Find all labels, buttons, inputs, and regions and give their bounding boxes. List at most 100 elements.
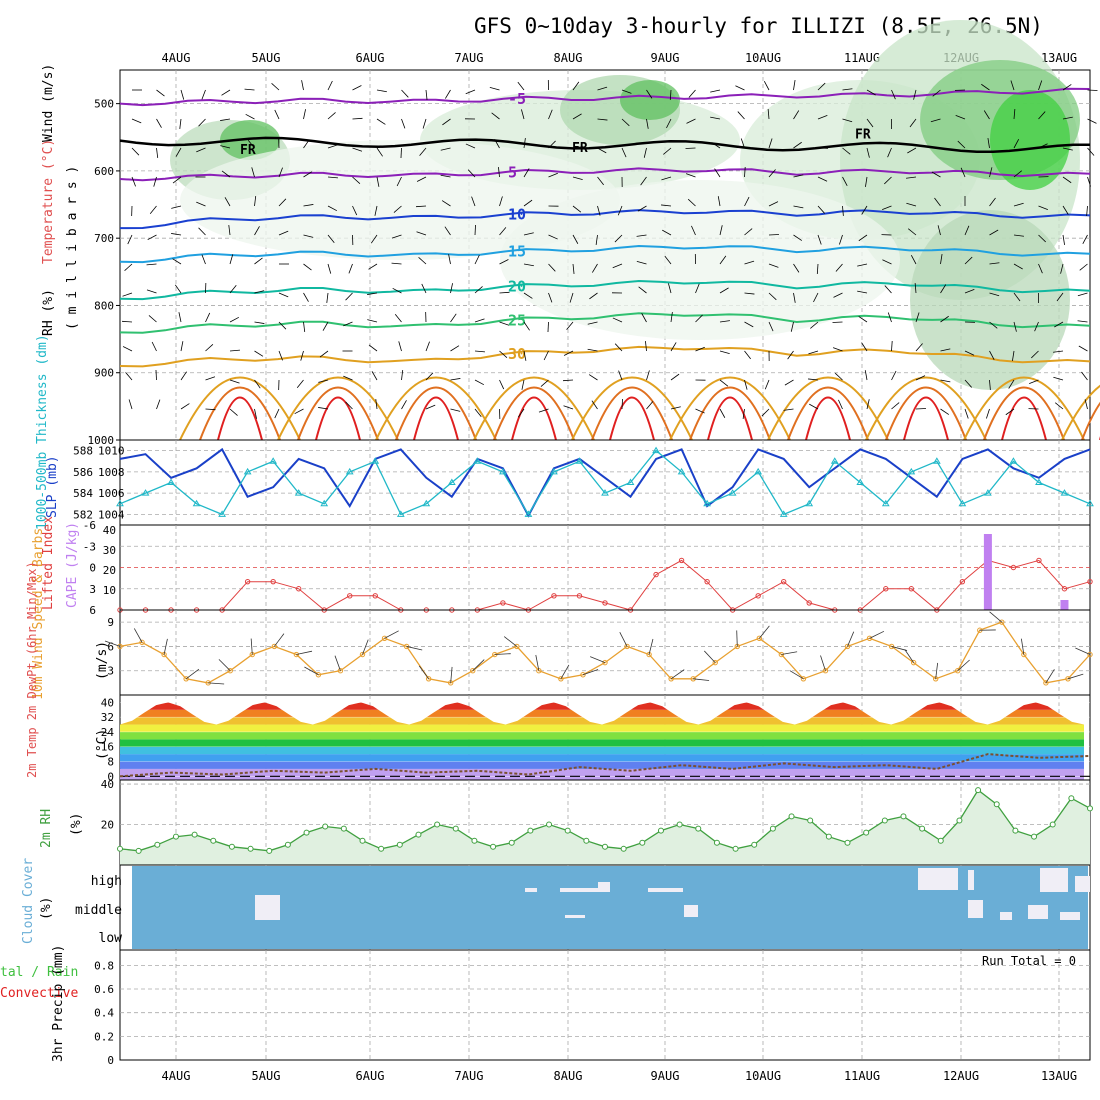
- x-label-top: 8AUG: [554, 51, 583, 65]
- wind-barb: [1067, 673, 1084, 680]
- wind-barb: [548, 292, 553, 303]
- wind-barb: [208, 682, 225, 685]
- cloud-patch: [565, 915, 585, 918]
- wind-barb: [442, 118, 451, 126]
- wind-barb: [547, 321, 549, 333]
- y-tick-temp: 24: [101, 726, 115, 739]
- label-precip: 3hr Precip (mm): [51, 945, 66, 1062]
- wind-barb: [857, 263, 868, 267]
- cloud-patch: [1000, 912, 1012, 920]
- lifted-point: [347, 593, 353, 599]
- wind-barb: [499, 350, 508, 358]
- warm-contour: [297, 386, 379, 441]
- wind-barb: [229, 254, 234, 265]
- rh-point: [527, 827, 534, 834]
- lifted-line: [120, 559, 1091, 611]
- wind-barb: [914, 283, 917, 294]
- wind-barb: [793, 263, 800, 273]
- rh-shading: [220, 120, 280, 160]
- wind-barb: [393, 205, 402, 213]
- wind-barb: [229, 316, 240, 323]
- wind-barb: [719, 255, 727, 265]
- y-tick-li: 0: [89, 562, 96, 575]
- wind-barb: [1008, 379, 1015, 389]
- wind-barb: [345, 292, 353, 301]
- warm-contour: [571, 376, 693, 441]
- wind-barb: [1038, 143, 1048, 149]
- wind-barb: [670, 406, 681, 410]
- cloud-level-label: low: [99, 931, 123, 946]
- wind-barb: [744, 321, 754, 328]
- wind-barb: [375, 399, 378, 410]
- wind-barb: [858, 316, 868, 323]
- wind-barb: [704, 650, 716, 663]
- wind-barb: [1079, 263, 1088, 271]
- thickness-point: [601, 489, 609, 496]
- rh-point: [154, 841, 161, 848]
- rh-point: [732, 845, 739, 852]
- wind-barb: [719, 225, 723, 236]
- wind-barb: [376, 89, 387, 93]
- rh-point: [1087, 805, 1093, 812]
- rh-point: [769, 825, 776, 832]
- wind-barb: [695, 346, 705, 352]
- wind-barb: [695, 283, 700, 294]
- wind-barb: [368, 263, 378, 270]
- thickness-point: [626, 478, 635, 485]
- wind-barb: [957, 140, 966, 149]
- wind-barb: [548, 263, 556, 272]
- wind-barb: [444, 226, 451, 236]
- wind-barb: [517, 408, 525, 418]
- wind-barb: [981, 83, 990, 91]
- wind-barb: [523, 138, 526, 149]
- wind-barb: [1062, 234, 1065, 245]
- wind-barb: [303, 292, 309, 302]
- wind-barb: [198, 118, 206, 127]
- wind-barb: [937, 225, 941, 236]
- temp-band: [120, 754, 1084, 762]
- wind-barb: [327, 234, 335, 244]
- wind-barb: [1013, 234, 1024, 237]
- y-tick-temp: 16: [101, 741, 114, 754]
- wind-barb: [832, 321, 843, 323]
- wind-barb: [121, 320, 133, 323]
- wind-barb: [711, 142, 721, 149]
- wind-barb: [783, 408, 794, 411]
- rh-point: [1068, 795, 1075, 802]
- thickness-point: [907, 467, 916, 475]
- wind-speed-point: [337, 668, 344, 674]
- y-tick-precip: 0.4: [94, 1007, 114, 1020]
- wind-barb: [1038, 234, 1046, 243]
- wind-barb: [538, 408, 549, 413]
- wind-barb: [499, 227, 507, 236]
- wind-barb: [376, 118, 386, 125]
- wind-barb: [833, 292, 843, 298]
- wind-barb: [362, 639, 369, 655]
- wind-barb: [422, 118, 427, 129]
- wind-barb: [737, 111, 745, 120]
- wind-barb: [809, 403, 819, 410]
- y-tick-pressure: 800: [94, 299, 114, 312]
- y-tick-cape: 30: [103, 544, 116, 557]
- wind-barb: [866, 147, 870, 158]
- wind-speed-point: [822, 668, 829, 674]
- wind-barb: [1038, 205, 1048, 210]
- temp-band: [120, 717, 1084, 725]
- wind-barb: [392, 287, 402, 294]
- wind-barb: [318, 407, 329, 410]
- y-tick-rh: 40: [101, 778, 114, 791]
- wind-barb: [127, 234, 133, 245]
- cape-bar: [983, 534, 992, 610]
- wind-barb: [960, 167, 966, 178]
- wind-barb: [648, 638, 654, 655]
- y-tick-li: 3: [89, 583, 96, 596]
- wind-barb: [1045, 669, 1055, 684]
- precip-panel: 0.8 0.6 0.4 0.2 0: [94, 949, 1091, 1067]
- rh-point: [844, 839, 851, 846]
- wind-barb: [816, 263, 819, 275]
- wind-barb: [1087, 89, 1098, 91]
- wind-speed-point: [117, 643, 123, 650]
- isotherm-line: [119, 87, 1091, 107]
- thickness-point: [1086, 499, 1094, 507]
- wind-barb: [198, 227, 206, 236]
